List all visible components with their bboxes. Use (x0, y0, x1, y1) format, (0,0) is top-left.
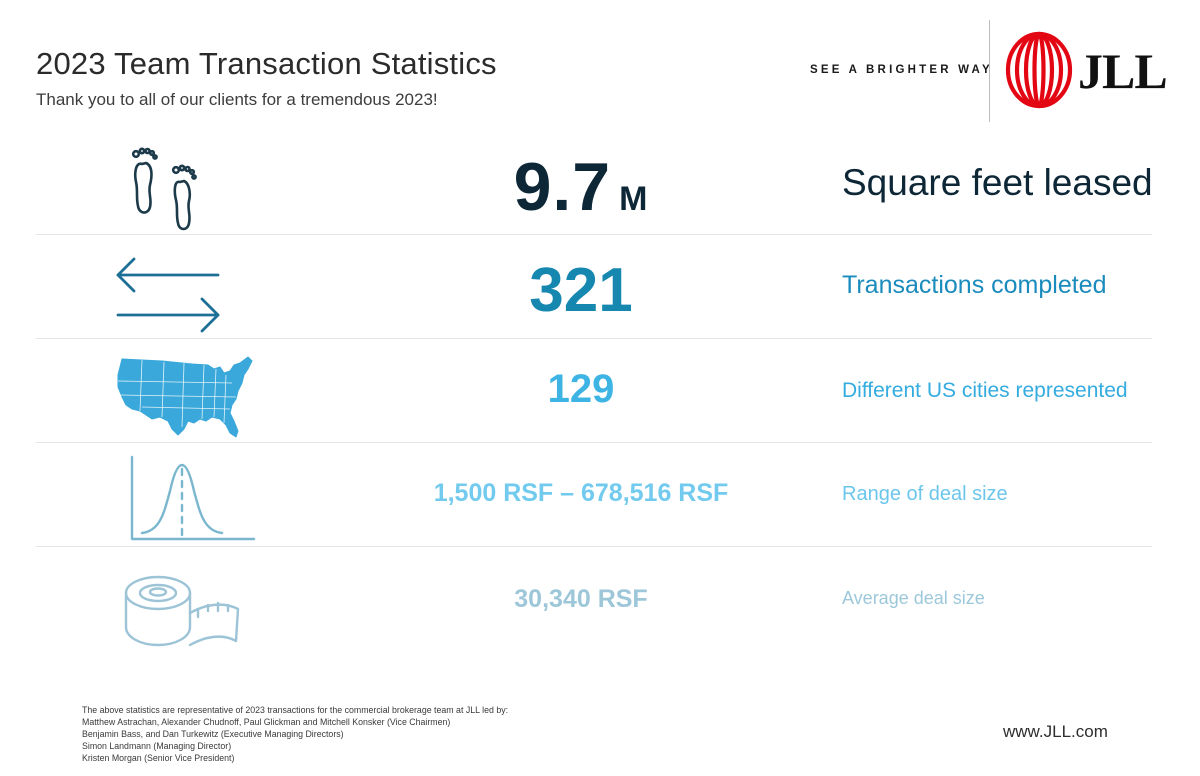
stat-row-transactions: 321 Transactions completed (36, 235, 1152, 339)
stat-value-transactions: 321 (529, 256, 633, 325)
row-divider (36, 546, 1152, 547)
stat-row-average-deal: 30,340 RSF Average deal size (36, 547, 1152, 651)
page-subtitle: Thank you to all of our clients for a tr… (36, 90, 438, 109)
brand-divider (989, 20, 990, 122)
jll-logo-icon (1005, 31, 1073, 109)
stat-value-unit: M (619, 180, 649, 218)
stat-label-us-cities: Different US cities represented (842, 379, 1128, 402)
measuring-tape-icon (124, 575, 240, 647)
footprints-icon (131, 147, 197, 231)
stat-label-average-deal: Average deal size (842, 588, 985, 608)
stat-label-transactions: Transactions completed (842, 271, 1107, 299)
row-divider (36, 338, 1152, 339)
stat-value-square-feet: 9.7 M (336, 148, 826, 226)
brand-tagline: SEE A BRIGHTER WAY (810, 64, 993, 76)
footnote-line: Matthew Astrachan, Alexander Chudnoff, P… (82, 717, 451, 727)
stat-label-deal-range: Range of deal size (842, 483, 1008, 505)
stat-row-us-cities: 129 Different US cities represented (36, 339, 1152, 443)
website-link[interactable]: www.JLL.com (1003, 722, 1108, 741)
footnote-line: Kristen Morgan (Senior Vice President) (82, 753, 235, 763)
bell-curve-icon (130, 455, 256, 541)
footnote-line: Simon Landmann (Managing Director) (82, 741, 232, 751)
jll-logo-text: JLL (1078, 43, 1168, 99)
stat-value-us-cities: 129 (547, 367, 615, 411)
stat-value-number: 9.7 (513, 149, 612, 225)
stat-row-square-feet: 9.7 M Square feet leased (36, 130, 1153, 234)
page-title: 2023 Team Transaction Statistics (36, 46, 497, 81)
footnote-line: Benjamin Bass, and Dan Turkewitz (Execut… (82, 729, 344, 739)
stat-label-square-feet: Square feet leased (842, 162, 1153, 203)
row-divider (36, 234, 1152, 235)
footnote-line: The above statistics are representative … (82, 705, 509, 715)
us-map-icon (117, 356, 253, 438)
footnote: The above statistics are representative … (82, 704, 508, 764)
transfer-arrows-icon (116, 257, 220, 333)
stat-row-deal-range: 1,500 RSF – 678,516 RSF Range of deal si… (36, 443, 1152, 547)
stat-value-deal-range: 1,500 RSF – 678,516 RSF (433, 479, 729, 507)
row-divider (36, 442, 1152, 443)
stat-value-average-deal: 30,340 RSF (514, 585, 648, 613)
